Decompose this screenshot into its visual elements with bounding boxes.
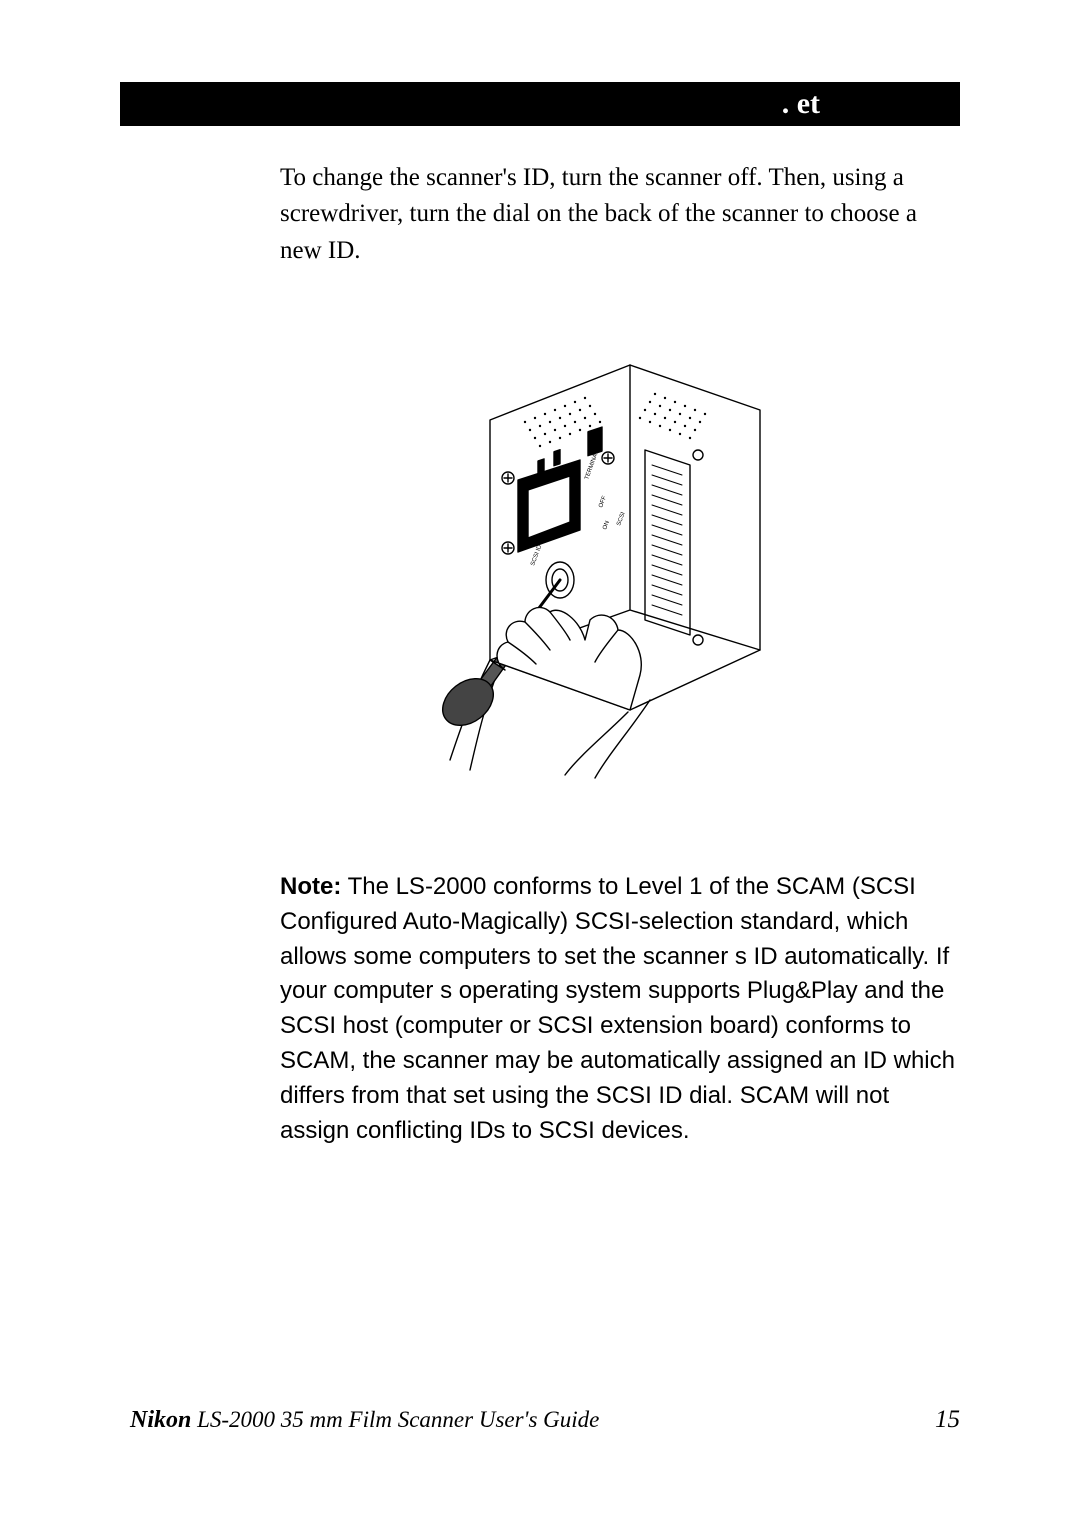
note-body: The LS-2000 conforms to Level 1 of the S… (280, 873, 955, 1144)
label-scsi: SCSI (616, 511, 627, 527)
section-header-text: . et (782, 87, 820, 121)
label-off: OFF (598, 495, 608, 509)
footer-brand: Nikon (130, 1407, 191, 1433)
manual-page: . et To change the scanner's ID, turn th… (0, 0, 1080, 1529)
body-paragraph-1: To change the scanner's ID, turn the sca… (280, 160, 960, 269)
footer-doc-title: LS-2000 35 mm Film Scanner User's Guide (191, 1407, 599, 1432)
note-paragraph: Note: The LS-2000 conforms to Level 1 of… (280, 870, 960, 1148)
label-on: ON (602, 520, 611, 531)
footer-title: Nikon LS-2000 35 mm Film Scanner User's … (130, 1407, 599, 1434)
note-label: Note: (280, 873, 341, 900)
scanner-illustration: SCSI ID TERMINATOR OFF ON SCSI (430, 330, 810, 780)
footer-page-number: 15 (935, 1406, 960, 1434)
scanner-svg: SCSI ID TERMINATOR OFF ON SCSI (430, 330, 810, 780)
page-footer: Nikon LS-2000 35 mm Film Scanner User's … (130, 1406, 960, 1434)
section-header-bar: . et (120, 82, 960, 126)
